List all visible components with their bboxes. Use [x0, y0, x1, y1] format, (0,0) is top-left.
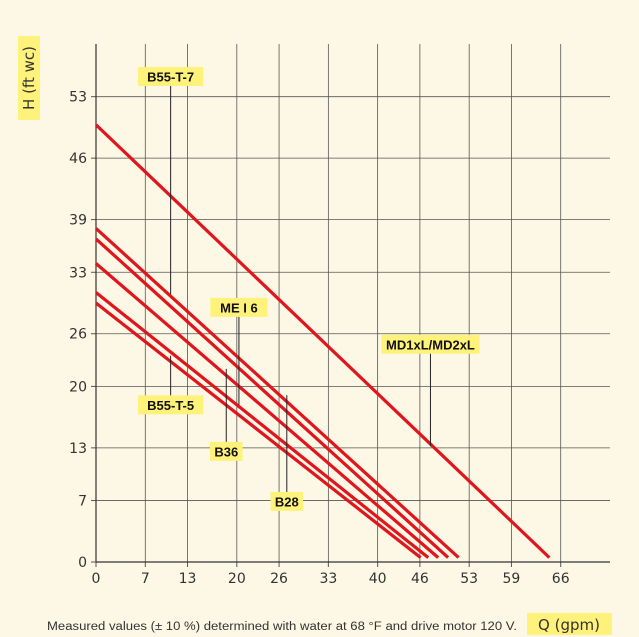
y-axis-title-text: H (ft wc) — [20, 46, 38, 110]
y-tick-labels: 0 7 13 20 26 33 39 46 53 — [69, 90, 87, 571]
x-tick-label: 59 — [503, 571, 521, 587]
series-lines — [96, 125, 549, 558]
x-tick-label: 46 — [411, 571, 429, 587]
x-tick-label: 66 — [552, 571, 570, 587]
x-tick-label: 7 — [141, 571, 150, 587]
label-b55-t-7: B55-T-7 — [147, 69, 194, 84]
series-line-b55-t-7 — [96, 303, 421, 558]
x-tick-label: 26 — [270, 571, 288, 587]
label-b28: B28 — [275, 494, 299, 509]
footnote: Measured values (± 10 %) determined with… — [47, 621, 517, 633]
x-axis-title: Q (gpm) — [527, 613, 612, 635]
series-line-md1xl-md2xl — [96, 125, 549, 558]
x-tick-label: 40 — [369, 571, 387, 587]
label-b55-t-5: B55-T-5 — [147, 398, 194, 413]
y-axis-title: H (ft wc) — [18, 36, 40, 120]
label-b36: B36 — [214, 444, 238, 459]
y-tick-label: 39 — [69, 213, 87, 229]
label-me-i-6: ME I 6 — [220, 300, 258, 315]
x-tick-label: 0 — [92, 571, 101, 587]
x-tick-label: 33 — [319, 571, 337, 587]
y-tick-label: 33 — [69, 265, 87, 281]
x-tick-label: 20 — [228, 571, 246, 587]
y-tick-label: 7 — [78, 494, 87, 510]
x-tick-labels: 0 7 13 20 26 33 40 46 53 59 66 — [92, 571, 570, 587]
x-tick-label: 53 — [460, 571, 478, 587]
y-tick-label: 13 — [69, 441, 87, 457]
y-tick-label: 53 — [69, 90, 87, 106]
x-tick-label: 13 — [179, 571, 197, 587]
series-line-b55-t-5 — [96, 293, 428, 558]
label-md1xl-md2xl: MD1xL/MD2xL — [386, 337, 475, 352]
y-tick-label: 20 — [69, 379, 87, 395]
y-tick-label: 46 — [69, 151, 87, 167]
y-tick-label: 0 — [78, 555, 87, 571]
y-tick-label: 26 — [69, 327, 87, 343]
x-axis-title-text: Q (gpm) — [538, 616, 600, 634]
